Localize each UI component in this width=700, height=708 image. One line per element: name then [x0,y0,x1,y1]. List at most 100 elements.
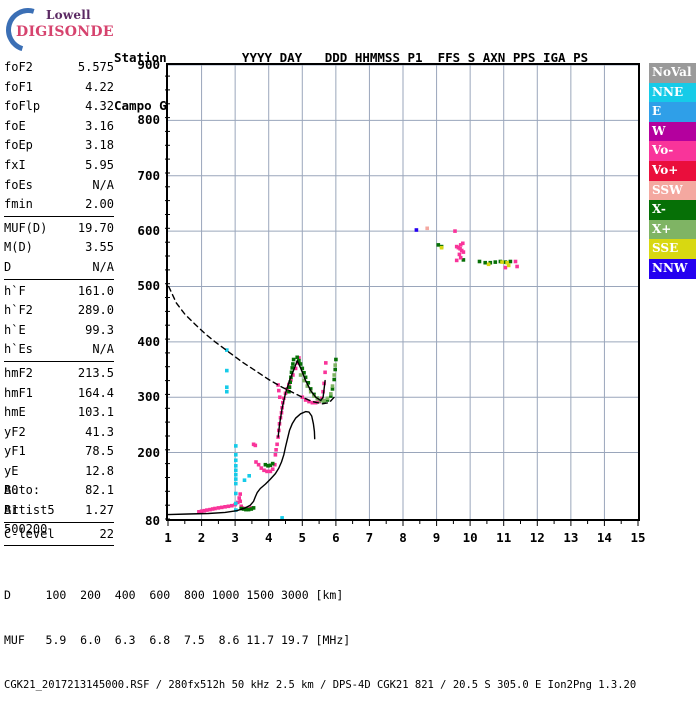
legend-item-x[interactable]: X- [649,200,696,220]
auto-line-0: Auto: [4,483,41,497]
x-tick-label: 9 [432,530,441,545]
param-row-yf2: yF2 41.3 [4,423,114,443]
param-row-yf1: yF1 78.5 [4,442,114,462]
param-key: yF1 [4,444,26,459]
param-key: foE [4,118,26,133]
param-divider [4,545,114,547]
param-key: h`F2 [4,303,33,318]
param-row-b0: B0 82.1 [4,481,114,501]
param-key: yF2 [4,424,26,439]
param-row-hf2: h`F2 289.0 [4,301,114,321]
param-row-fof2: foF2 5.575 [4,58,114,78]
x-tick-label: 3 [231,530,239,545]
param-row-fmin: fmin 2.00 [4,195,114,215]
logo-brand-bottom: DIGISONDE [16,24,114,40]
distance-row: D 100 200 400 600 800 1000 1500 3000 [km… [4,588,344,602]
legend-item-nne[interactable]: NNE [649,82,696,103]
x-tick-label: 2 [197,530,206,545]
param-row-md: M(D) 3.55 [4,238,114,258]
param-key: M(D) [4,240,33,255]
param-divider [4,360,114,362]
param-value: 289.0 [77,303,114,318]
param-key: C-level [4,526,55,541]
param-key: yE [4,463,19,478]
y-axis-ticks: 200 300 400 500 600 700 800 900 80 [120,57,170,528]
param-value: 161.0 [77,283,114,298]
legend-item-nnw[interactable]: NNW [649,258,696,279]
station-header-labels: Station YYYY DAY DDD HHMMSS P1 FFS S AXN… [114,50,589,65]
param-key: D [4,259,12,274]
y-tick-label: 900 [137,57,160,72]
param-row-ye: yE 12.8 [4,462,114,482]
param-row-b1: B1 1.27 [4,501,114,521]
legend-item-w[interactable]: W [649,121,696,142]
param-row-foflp: foFlp 4.32 [4,97,114,117]
y-tick-label: 600 [137,223,160,239]
footer-filename: CGK21_2017213145000.RSF / 280fx512h 50 k… [4,679,637,691]
x-tick-label: 4 [264,530,273,545]
param-key: hmF2 [4,365,33,380]
x-axis-ticks: 1 2 3 4 5 6 7 8 9 10 11 12 13 14 15 [164,520,646,545]
param-value: 19.70 [77,220,114,235]
auto-line-2: 500200 [4,522,48,537]
param-value: 164.4 [77,385,114,400]
param-row-hf: h`F 161.0 [4,282,114,302]
param-value: 1.27 [85,503,114,518]
param-row-he: h`E 99.3 [4,321,114,341]
param-divider [4,278,114,280]
param-value: 3.16 [85,118,114,133]
param-value: 99.3 [85,322,114,337]
legend-item-vo[interactable]: Vo+ [649,160,696,181]
param-row-d: D N/A [4,258,114,278]
param-row-fof1: foF1 4.22 [4,78,114,98]
polarization-legend[interactable]: NoVal NNE E W Vo- Vo+ SSW X- X+ SSE NNW [649,63,696,279]
x-tick-label: 7 [365,530,374,545]
param-value: 4.32 [85,99,114,114]
param-value: N/A [92,177,114,192]
param-key: B1 [4,503,19,518]
param-key: foEs [4,177,33,192]
param-row-hmf1: hmF1 164.4 [4,384,114,404]
param-divider [4,521,114,523]
x-tick-label: 14 [596,530,612,545]
param-key: MUF(D) [4,220,48,235]
auto-line-1: Artist5 [4,502,55,517]
param-value: 5.575 [77,60,114,74]
y-tick-label: 300 [137,389,160,405]
param-row-foep: foEp 3.18 [4,136,114,156]
x-tick-label: 8 [399,530,407,545]
ionogram-canvas [168,65,638,519]
auto-scaling-block: Auto: Artist5 500200 [4,481,55,540]
param-value: 78.5 [85,444,114,459]
param-row-clevel: C-level 22 [4,525,114,545]
ionogram-plot[interactable] [166,63,640,521]
legend-item-ssw[interactable]: SSW [649,180,696,201]
param-key: h`Es [4,342,33,357]
y-tick-label: 400 [137,333,160,349]
param-key: foF1 [4,79,33,94]
y-tick-label: 200 [137,444,160,460]
legend-item-e[interactable]: E [649,102,696,122]
param-value: 2.00 [85,197,114,212]
param-key: hmE [4,405,26,420]
x-tick-label: 15 [630,530,646,545]
muf-distance-scale: D 100 200 400 600 800 1000 1500 3000 [km… [4,558,636,708]
x-tick-label: 5 [298,530,307,545]
param-key: h`E [4,322,26,337]
param-value: 3.18 [85,138,114,153]
legend-item-x[interactable]: X+ [649,219,696,240]
param-key: foFlp [4,99,41,114]
param-value: 213.5 [77,365,114,380]
param-key: fxI [4,157,26,172]
logo-brand-top: Lowell [46,8,91,22]
legend-item-sse[interactable]: SSE [649,239,696,259]
param-row-mufd: MUF(D) 19.70 [4,219,114,239]
legend-item-noval[interactable]: NoVal [649,63,696,83]
legend-item-vo[interactable]: Vo- [649,141,696,161]
param-row-hmf2: hmF2 213.5 [4,364,114,384]
param-key: h`F [4,283,26,298]
y-minor-ticks [165,75,170,520]
param-value: 5.95 [85,157,114,172]
param-value: 3.55 [85,240,114,255]
param-value: N/A [92,342,114,357]
